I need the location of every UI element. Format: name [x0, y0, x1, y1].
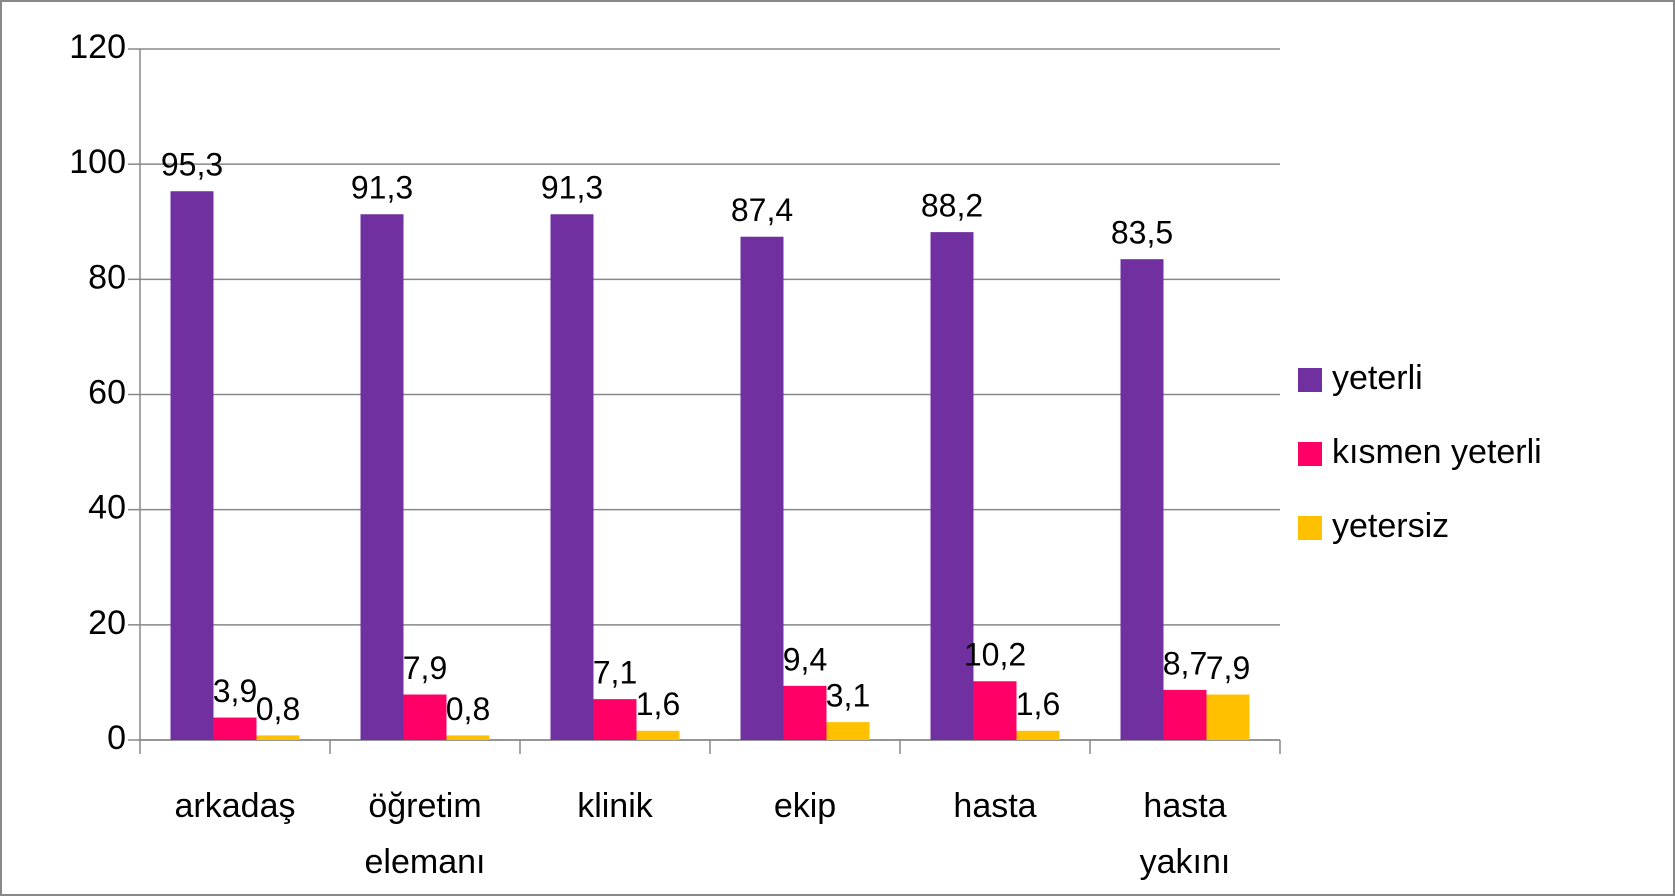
data-label: 83,5 — [1111, 215, 1173, 251]
y-tick-label: 60 — [88, 373, 126, 411]
x-tick-label: öğretim — [368, 787, 481, 825]
data-label: 8,7 — [1163, 645, 1207, 681]
y-tick-label: 20 — [88, 604, 126, 642]
bar — [1016, 730, 1060, 740]
x-tick-label: yakını — [1140, 843, 1231, 881]
bar — [636, 730, 680, 740]
y-tick-label: 40 — [88, 489, 126, 527]
bar — [446, 735, 490, 740]
x-tick-label: ekip — [774, 787, 836, 825]
legend-label: kısmen yeterli — [1332, 433, 1542, 471]
bar — [1120, 259, 1164, 740]
bar — [783, 685, 827, 740]
bar — [256, 735, 300, 740]
legend-label: yetersiz — [1332, 507, 1449, 545]
y-tick-label: 100 — [69, 143, 126, 181]
bar — [403, 694, 447, 740]
x-tick-label: klinik — [577, 787, 654, 825]
bar — [930, 232, 974, 741]
data-label: 10,2 — [964, 637, 1026, 673]
data-label: 91,3 — [351, 170, 413, 206]
bar — [213, 717, 257, 740]
data-label: 3,9 — [213, 673, 257, 709]
bar — [740, 236, 784, 740]
x-tick-label: hasta — [953, 787, 1036, 825]
y-tick-label: 80 — [88, 258, 126, 296]
x-tick-label: elemanı — [365, 843, 486, 881]
data-label: 0,8 — [256, 691, 300, 727]
data-label: 87,4 — [731, 192, 793, 228]
data-label: 0,8 — [446, 691, 490, 727]
data-label: 9,4 — [783, 641, 827, 677]
legend-swatch — [1298, 442, 1322, 466]
data-label: 88,2 — [921, 188, 983, 224]
bar — [1163, 689, 1207, 740]
y-tick-label: 120 — [69, 28, 126, 66]
legend-label: yeterli — [1332, 359, 1423, 397]
data-label: 3,1 — [826, 678, 870, 714]
data-label: 1,6 — [1016, 686, 1060, 722]
bar — [550, 214, 594, 740]
legend-swatch — [1298, 516, 1322, 540]
data-label: 1,6 — [636, 686, 680, 722]
data-label: 91,3 — [541, 170, 603, 206]
data-label: 7,9 — [1206, 650, 1250, 686]
x-tick-label: hasta — [1143, 787, 1226, 825]
bar — [593, 699, 637, 740]
data-label: 95,3 — [161, 147, 223, 183]
bar — [1206, 694, 1250, 740]
x-tick-label: arkadaş — [175, 787, 296, 825]
bar — [170, 191, 214, 740]
data-label: 7,1 — [593, 655, 637, 691]
bar — [360, 214, 404, 740]
y-tick-label: 0 — [107, 719, 126, 757]
bar — [826, 722, 870, 740]
legend-swatch — [1298, 368, 1322, 392]
data-label: 7,9 — [403, 650, 447, 686]
bar — [973, 681, 1017, 740]
